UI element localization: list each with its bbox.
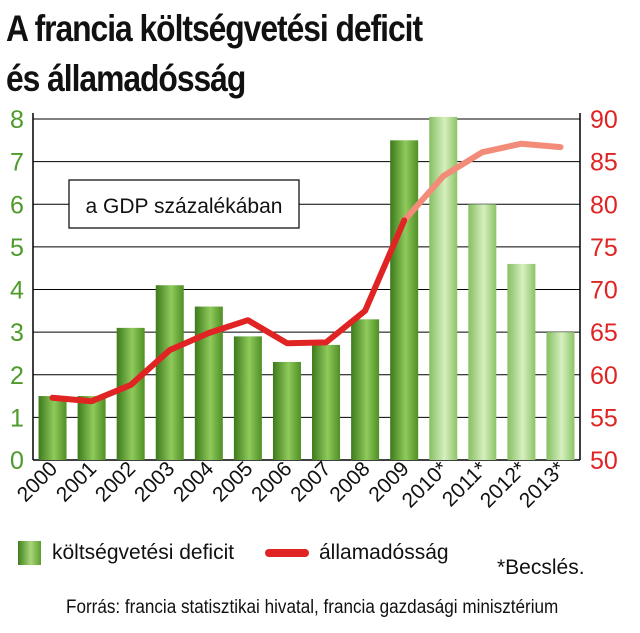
right-axis-tick-6: 80 [590, 191, 618, 219]
source-note: Forrás: francia statisztikai hivatal, fr… [66, 597, 559, 618]
bar-0 [38, 396, 67, 460]
bar-9 [390, 140, 419, 460]
legend-deficit-swatch [18, 541, 41, 565]
bar-7 [312, 344, 341, 460]
debt-line-actual [49, 217, 408, 405]
bar-11 [468, 204, 497, 460]
legend-debt-swatch [265, 549, 309, 557]
left-axis-tick-2: 2 [10, 362, 24, 390]
left-axis-tick-6: 6 [10, 191, 24, 219]
x-tick-13: 2013* [515, 457, 570, 512]
x-tick-7: 2007 [286, 457, 335, 506]
left-axis-tick-8: 8 [10, 106, 24, 134]
chart-title-line-1: A francia költségvetési deficit [6, 8, 423, 49]
debt-line-estimate [401, 140, 564, 224]
left-axis-tick-3: 3 [10, 319, 24, 347]
x-tick-10: 2010* [398, 457, 453, 512]
legend-debt-label: államadósság [319, 541, 449, 564]
right-axis-tick-0: 50 [590, 447, 618, 475]
left-axis-tick-4: 4 [10, 277, 24, 305]
bar-2 [116, 327, 145, 460]
x-tick-8: 2008 [325, 457, 374, 506]
left-axis-tick-5: 5 [10, 234, 24, 262]
bar-5 [233, 336, 262, 460]
x-tick-2: 2002 [91, 457, 140, 506]
right-axis-tick-5: 75 [590, 234, 618, 262]
bar-6 [272, 361, 301, 460]
annotation-box [68, 179, 300, 229]
x-tick-6: 2006 [247, 457, 296, 506]
annotation-label: a GDP százalékában [86, 195, 283, 218]
bar-13 [546, 332, 575, 460]
left-axis-tick-0: 0 [10, 447, 24, 475]
bar-8 [351, 319, 380, 460]
right-axis-tick-3: 65 [590, 319, 618, 347]
right-axis-tick-2: 60 [590, 362, 618, 390]
right-axis-tick-7: 85 [590, 149, 618, 177]
right-axis-tick-1: 55 [590, 404, 618, 432]
left-axis-tick-1: 1 [10, 404, 24, 432]
x-tick-1: 2001 [52, 457, 101, 506]
bar-1 [77, 396, 106, 460]
x-tick-4: 2004 [169, 457, 219, 507]
right-axis-tick-8: 90 [590, 106, 618, 134]
bar-12 [507, 263, 536, 460]
legend-deficit-label: költségvetési deficit [52, 541, 235, 564]
x-tick-3: 2003 [130, 457, 179, 506]
left-axis-tick-7: 7 [10, 149, 24, 177]
bar-3 [155, 285, 184, 460]
right-axis-tick-4: 70 [590, 277, 618, 305]
chart-title-line-2: és államadósság [6, 58, 246, 99]
chart-title: A francia költségvetési deficit és állam… [6, 4, 548, 104]
x-tick-5: 2005 [208, 457, 257, 506]
estimate-note: *Becslés. [497, 556, 585, 579]
